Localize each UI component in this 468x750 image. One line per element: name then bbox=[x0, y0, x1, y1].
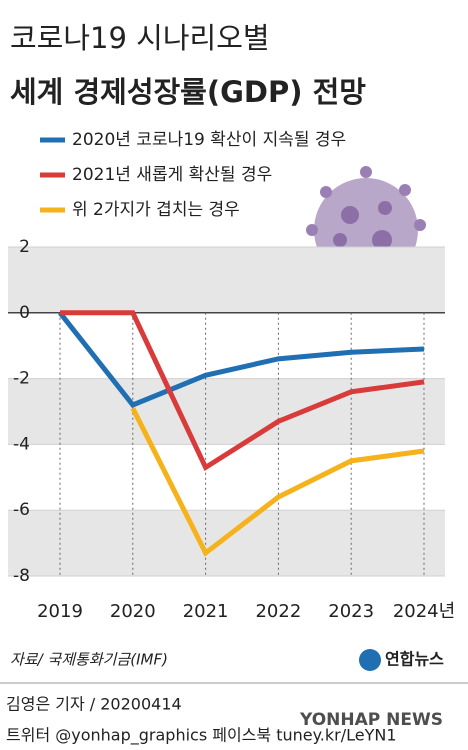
byline: 김영은 기자 / 20200414 bbox=[6, 695, 182, 714]
y-tick-label: -2 bbox=[13, 369, 30, 389]
chart-title: 코로나19 시나리오별 bbox=[10, 21, 270, 55]
y-tick-label: -8 bbox=[13, 566, 30, 586]
chart-subtitle: 세계 경제성장률(GDP) 전망 bbox=[10, 75, 366, 109]
series-line bbox=[58, 311, 425, 408]
series-line bbox=[60, 310, 425, 472]
x-tick-label: 2021 bbox=[183, 601, 229, 622]
social: 트위터 @yonhap_graphics 페이스북 tuney.kr/LeYN1 bbox=[6, 726, 397, 746]
x-tick-label: 2024년 bbox=[393, 601, 455, 622]
x-tick-label: 2019 bbox=[37, 601, 83, 622]
y-tick-label: 2 bbox=[19, 237, 30, 257]
legend-label: 2020년 코로나19 확산이 지속될 경우 bbox=[72, 130, 346, 150]
logo-icon bbox=[359, 649, 381, 671]
y-tick-label: -4 bbox=[13, 434, 30, 454]
y-tick-label: -6 bbox=[13, 500, 30, 520]
x-tick-label: 2022 bbox=[255, 601, 301, 622]
x-tick-label: 2023 bbox=[328, 601, 374, 622]
series-line bbox=[130, 407, 425, 557]
x-tick-label: 2020 bbox=[110, 601, 156, 622]
watermark: YONHAP NEWS bbox=[299, 710, 443, 730]
logo: 연합뉴스 bbox=[385, 650, 444, 669]
band bbox=[8, 510, 445, 576]
source: 자료/ 국제통화기금(IMF) bbox=[10, 651, 168, 669]
legend-label: 위 2가지가 겹치는 경우 bbox=[72, 200, 240, 220]
band bbox=[8, 247, 445, 313]
legend-label: 2021년 새롭게 확산될 경우 bbox=[72, 165, 272, 185]
y-tick-label: 0 bbox=[19, 303, 30, 323]
